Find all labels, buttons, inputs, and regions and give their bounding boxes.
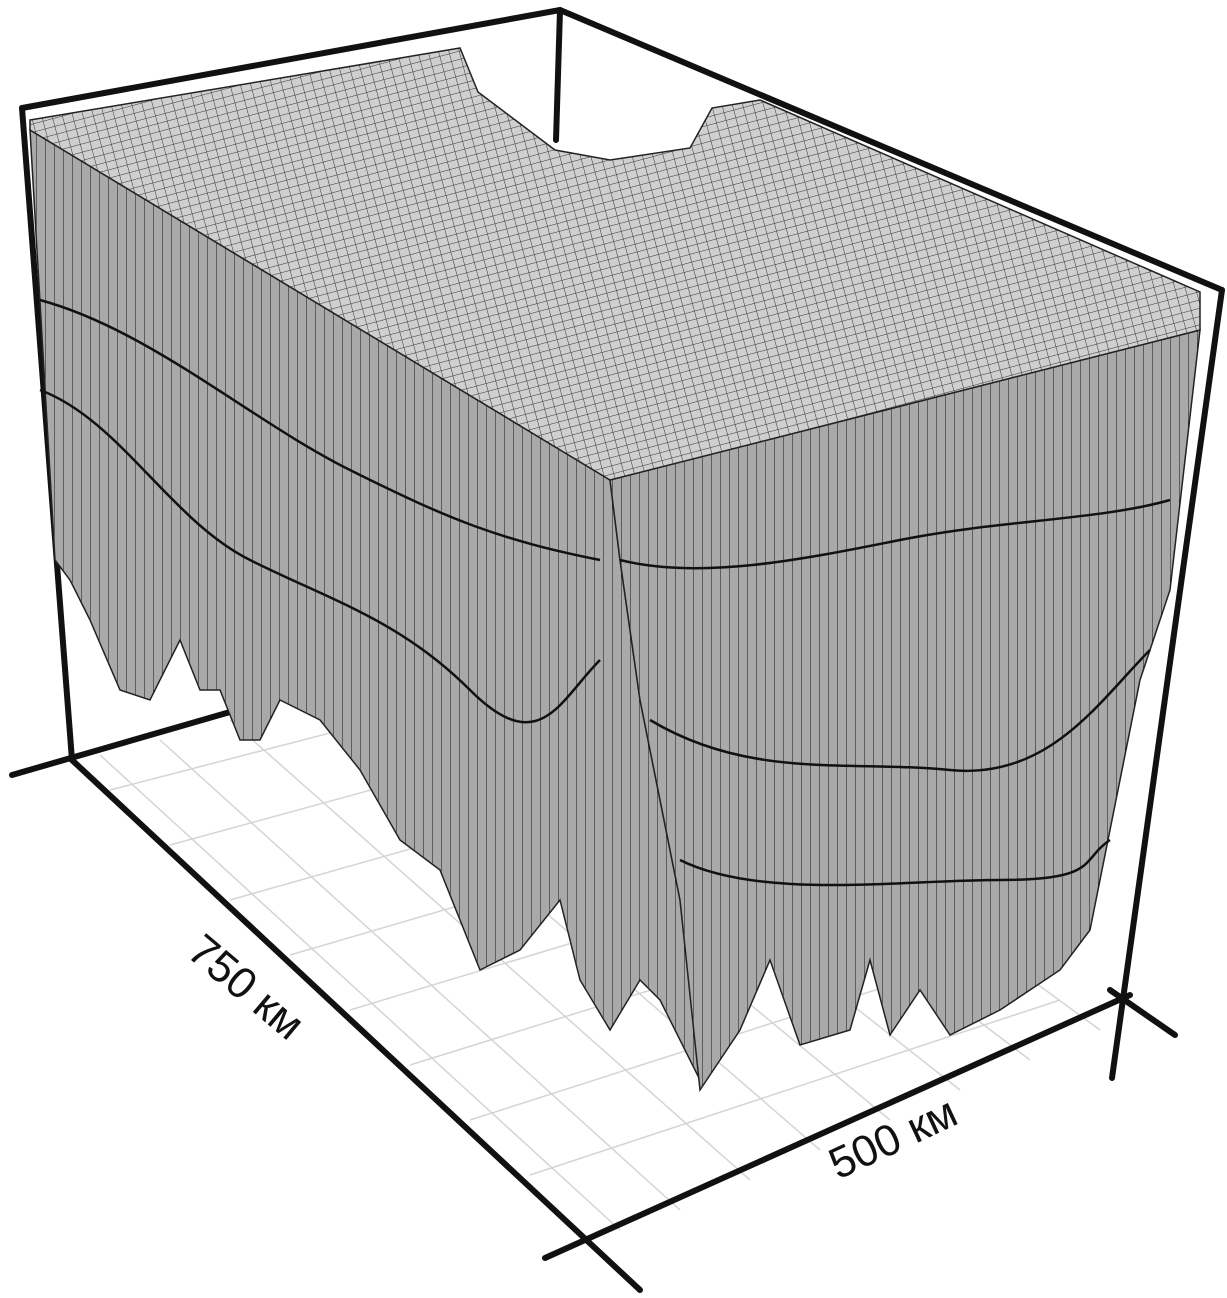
frame-front bbox=[69, 287, 1225, 1293]
block-top bbox=[29, 47, 1201, 481]
left-axis-label: 750 км bbox=[179, 925, 314, 1049]
strata bbox=[39, 298, 1171, 887]
